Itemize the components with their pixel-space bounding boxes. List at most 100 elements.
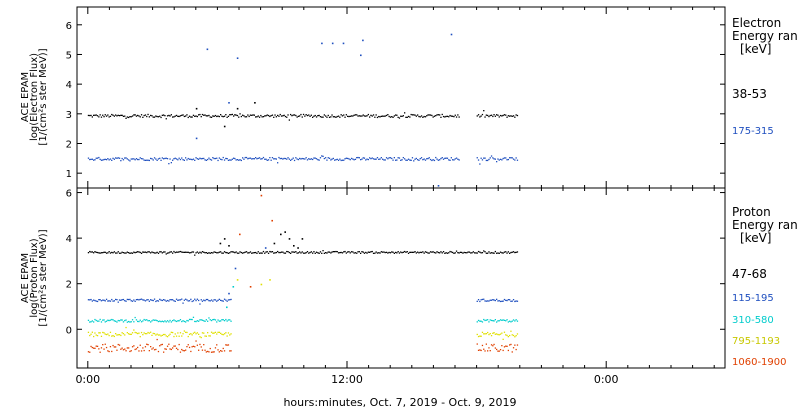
- data-point-310-580: [125, 319, 127, 321]
- outlier-point-47-68: [301, 238, 304, 240]
- data-point-115-195: [144, 300, 147, 302]
- data-point-38-53: [336, 115, 338, 118]
- data-point-310-580: [188, 318, 191, 321]
- data-point-47-68: [112, 252, 114, 254]
- data-point-1060-1900: [148, 350, 150, 352]
- data-point-115-195: [115, 298, 117, 301]
- data-point-38-53: [87, 114, 90, 117]
- data-point-115-195: [152, 299, 154, 302]
- data-point-38-53: [413, 114, 415, 116]
- data-point-1060-1900: [102, 344, 104, 346]
- data-point-115-195: [112, 300, 114, 302]
- data-point-795-1193: [229, 334, 231, 336]
- data-point-795-1193: [112, 335, 114, 337]
- data-point-795-1193: [223, 333, 226, 335]
- data-point-175-315: [210, 159, 213, 161]
- data-point-38-53: [347, 115, 349, 117]
- data-point-1060-1900: [140, 350, 143, 352]
- data-point-175-315: [108, 159, 110, 161]
- data-point-38-53: [198, 114, 200, 116]
- data-point-175-315: [372, 158, 375, 160]
- data-point-47-68: [187, 251, 189, 253]
- data-point-47-68: [212, 252, 214, 254]
- data-point-47-68: [498, 252, 500, 254]
- data-point-1060-1900: [108, 350, 110, 353]
- data-point-115-195: [156, 300, 158, 302]
- data-point-175-315: [156, 159, 158, 161]
- y-tick-label: 1: [66, 169, 72, 180]
- data-point-115-195: [105, 298, 108, 300]
- data-point-795-1193: [121, 332, 123, 334]
- data-point-38-53: [115, 114, 117, 116]
- data-point-115-195: [492, 299, 494, 301]
- data-point-115-195: [501, 300, 503, 302]
- data-point-115-195: [218, 298, 220, 300]
- data-point-1060-1900: [87, 351, 90, 353]
- data-point-47-68: [156, 251, 158, 253]
- data-point-47-68: [414, 251, 416, 253]
- data-point-47-68: [458, 252, 460, 254]
- data-point-38-53: [133, 114, 135, 116]
- data-point-47-68: [361, 251, 363, 253]
- data-point-47-68: [426, 251, 428, 253]
- data-point-795-1193: [201, 332, 204, 334]
- data-point-115-195: [134, 300, 136, 302]
- data-point-175-315: [295, 157, 297, 159]
- data-point-795-1193: [209, 335, 211, 337]
- data-point-175-315: [133, 158, 135, 160]
- data-point-38-53: [201, 113, 204, 116]
- data-point-38-53: [306, 114, 309, 117]
- data-point-310-580: [134, 316, 136, 319]
- data-point-175-315: [489, 157, 491, 159]
- data-point-115-195: [150, 299, 152, 301]
- data-point-175-315: [420, 157, 423, 159]
- data-point-1060-1900: [480, 349, 482, 352]
- data-point-310-580: [192, 316, 195, 318]
- data-point-175-315: [347, 157, 349, 160]
- data-point-115-195: [221, 300, 223, 302]
- data-point-175-315: [152, 159, 154, 161]
- data-point-175-315: [178, 157, 180, 159]
- data-point-115-195: [146, 299, 148, 301]
- data-point-115-195: [161, 299, 163, 302]
- data-point-38-53: [420, 115, 423, 117]
- data-point-38-53: [96, 115, 99, 117]
- data-point-1060-1900: [147, 344, 149, 346]
- data-point-38-53: [384, 115, 386, 117]
- data-point-38-53: [387, 114, 389, 116]
- data-point-38-53: [258, 116, 261, 118]
- data-point-115-195: [135, 299, 138, 301]
- data-point-1060-1900: [509, 344, 511, 346]
- data-point-795-1193: [179, 332, 182, 334]
- data-point-795-1193: [216, 333, 218, 335]
- data-point-795-1193: [503, 331, 506, 333]
- data-point-175-315: [121, 157, 123, 160]
- data-point-310-580: [172, 320, 174, 322]
- data-point-47-68: [479, 251, 481, 253]
- data-point-115-195: [137, 298, 139, 301]
- data-point-175-315: [112, 157, 114, 159]
- data-point-47-68: [344, 250, 346, 253]
- data-point-310-580: [214, 319, 217, 321]
- data-point-1060-1900: [98, 348, 100, 350]
- data-point-115-195: [151, 299, 153, 301]
- data-point-38-53: [248, 115, 250, 118]
- data-point-38-53: [159, 115, 161, 117]
- data-point-38-53: [493, 114, 495, 116]
- data-point-47-68: [249, 251, 252, 253]
- data-point-38-53: [188, 115, 191, 117]
- data-point-38-53: [255, 116, 257, 118]
- data-point-47-68: [100, 252, 103, 254]
- data-point-115-195: [153, 298, 156, 300]
- data-point-115-195: [217, 299, 219, 301]
- data-point-47-68: [306, 251, 309, 253]
- data-point-1060-1900: [134, 348, 136, 351]
- data-point-795-1193: [157, 334, 160, 336]
- data-point-38-53: [369, 116, 371, 118]
- data-point-175-315: [356, 157, 358, 159]
- data-point-47-68: [199, 251, 201, 253]
- data-point-310-580: [218, 320, 220, 322]
- data-point-1060-1900: [168, 343, 170, 345]
- data-point-175-315: [484, 157, 486, 159]
- data-point-1060-1900: [126, 347, 128, 349]
